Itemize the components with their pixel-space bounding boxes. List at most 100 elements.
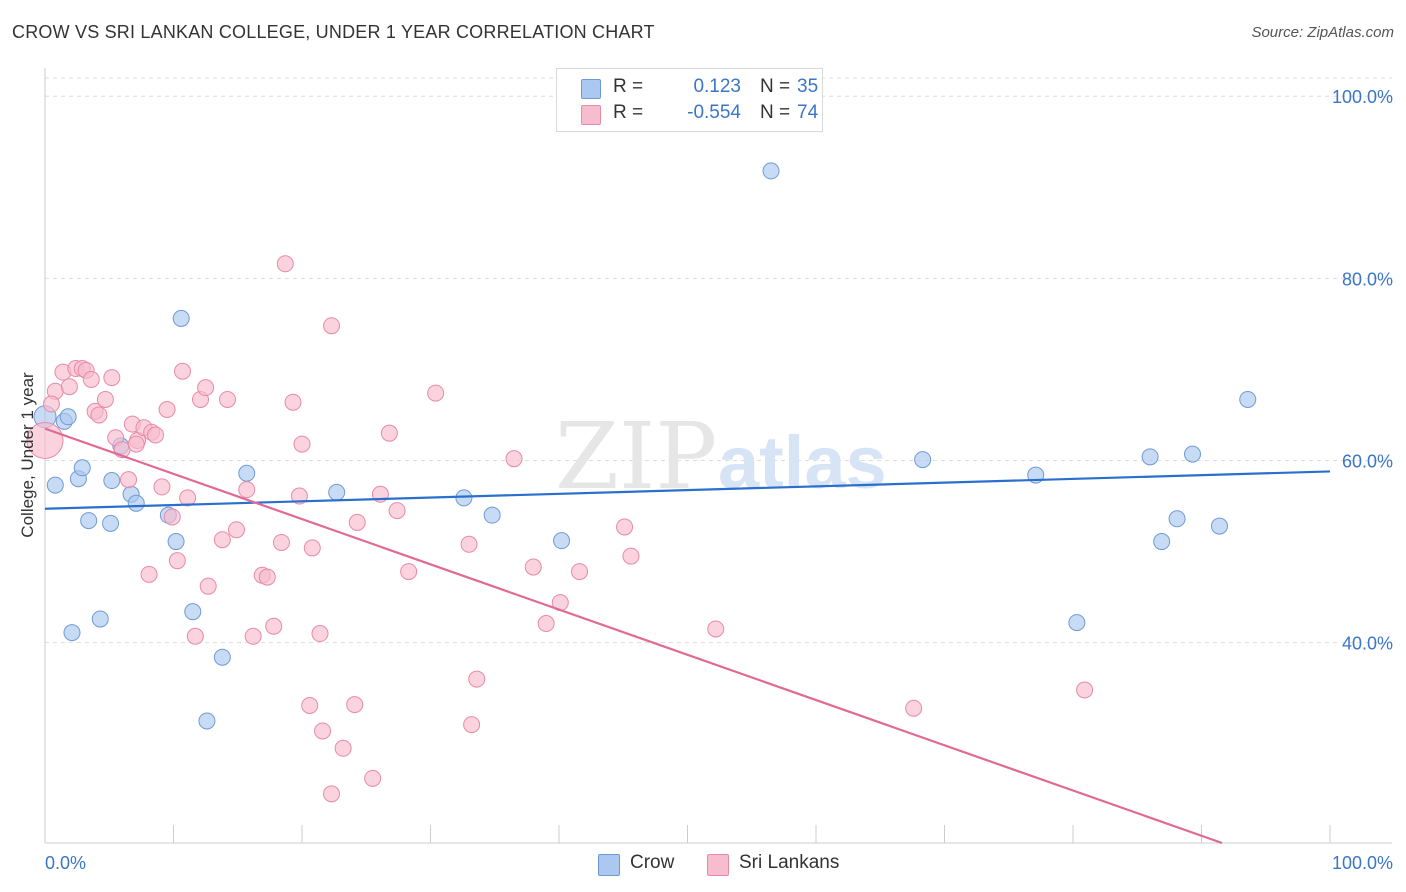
tick-labels: 100.0% 80.0% 60.0% 40.0% 0.0% 100.0%	[45, 87, 1393, 873]
sri-lankans-swatch	[707, 854, 729, 876]
sri-lankans-point[interactable]	[140, 565, 158, 583]
sri-lankans-point[interactable]	[186, 627, 204, 645]
crow-point[interactable]	[914, 451, 932, 469]
sri-lankans-point[interactable]	[301, 696, 319, 714]
sri-lankans-point[interactable]	[90, 406, 108, 424]
sri-lankans-point[interactable]	[258, 568, 276, 586]
n-label: N =	[760, 102, 791, 123]
crow-point[interactable]	[63, 624, 81, 642]
sri-lankans-point[interactable]	[537, 615, 555, 633]
sri-lankans-point[interactable]	[505, 450, 523, 468]
sri-lankans-point[interactable]	[213, 531, 231, 549]
crow-point[interactable]	[127, 494, 145, 512]
sri-lankans-point[interactable]	[197, 379, 215, 397]
crow-point[interactable]	[1210, 517, 1228, 535]
sri-lankans-point[interactable]	[290, 487, 308, 505]
sri-lankans-point[interactable]	[127, 435, 145, 453]
sri-lankans-point[interactable]	[388, 502, 406, 520]
sri-lankans-point[interactable]	[265, 617, 283, 635]
sri-lankans-point[interactable]	[153, 478, 171, 496]
sri-lankans-point[interactable]	[622, 547, 640, 565]
sri-lankans-point[interactable]	[380, 424, 398, 442]
crow-point[interactable]	[167, 533, 185, 551]
sri-lankans-point[interactable]	[346, 696, 364, 714]
sri-lankans-point[interactable]	[427, 384, 445, 402]
sri-lankans-point[interactable]	[163, 508, 181, 526]
crow-point[interactable]	[1239, 390, 1257, 408]
sri-lankans-point[interactable]	[82, 370, 100, 388]
crow-point[interactable]	[553, 532, 571, 550]
sri-lankans-point[interactable]	[364, 769, 382, 787]
crow-point[interactable]	[1068, 614, 1086, 632]
sri-lankans-point[interactable]	[1076, 681, 1094, 699]
sri-lankans-point[interactable]	[96, 390, 114, 408]
sri-lankans-point[interactable]	[179, 489, 197, 507]
crow-point[interactable]	[172, 309, 190, 327]
sri-lankans-point[interactable]	[60, 378, 78, 396]
sri-lankans-point[interactable]	[103, 369, 121, 387]
sri-lankans-trend-line	[44, 427, 1223, 845]
sri-lankans-point[interactable]	[147, 426, 165, 444]
sri-lankans-point[interactable]	[158, 401, 176, 418]
sri-lankans-point[interactable]	[571, 563, 589, 581]
crow-point[interactable]	[59, 408, 77, 426]
crow-point[interactable]	[91, 610, 109, 628]
sri-lankans-point[interactable]	[293, 435, 311, 453]
sri-lankans-point[interactable]	[227, 521, 245, 539]
chart-title: CROW VS SRI LANKAN COLLEGE, UNDER 1 YEAR…	[12, 22, 655, 42]
sri-lankans-point[interactable]	[348, 513, 366, 531]
sri-lankans-point[interactable]	[276, 255, 294, 273]
crow-point[interactable]	[213, 648, 231, 666]
x-tick-label: 0.0%	[45, 853, 86, 873]
sri-lankans-point[interactable]	[905, 699, 923, 717]
sri-lankans-point[interactable]	[272, 533, 290, 551]
crow-point[interactable]	[483, 506, 501, 524]
crow-point[interactable]	[1141, 448, 1159, 466]
sri-lankans-point[interactable]	[463, 716, 481, 734]
sri-lankans-point[interactable]	[334, 739, 352, 757]
sri-lankans-point[interactable]	[323, 785, 341, 803]
legend-label: Sri Lankans	[739, 852, 840, 873]
crow-point[interactable]	[1168, 510, 1186, 528]
sri-lankans-point[interactable]	[199, 577, 217, 595]
correlation-legend: R = 0.123 N = 35 R = -0.554 N = 74	[556, 68, 823, 132]
crow-point[interactable]	[103, 472, 121, 490]
sri-lankans-point[interactable]	[468, 670, 486, 688]
sri-lankans-point[interactable]	[218, 390, 236, 408]
crow-point[interactable]	[762, 162, 780, 180]
sri-lankans-point[interactable]	[238, 481, 256, 499]
crow-point[interactable]	[328, 483, 346, 501]
crow-point[interactable]	[1184, 445, 1202, 463]
sri-lankans-point[interactable]	[524, 558, 542, 576]
crow-point[interactable]	[184, 603, 202, 621]
crow-point[interactable]	[238, 464, 256, 482]
sri-lankans-point[interactable]	[707, 620, 725, 638]
sri-lankans-point[interactable]	[120, 471, 138, 489]
crow-point[interactable]	[1153, 533, 1171, 551]
crow-point[interactable]	[80, 512, 98, 530]
scatter-points	[26, 162, 1257, 803]
crow-swatch	[598, 854, 620, 876]
sri-lankans-point[interactable]	[311, 625, 329, 643]
sri-lankans-point[interactable]	[314, 722, 332, 740]
sri-lankans-swatch	[581, 105, 601, 125]
sri-lankans-point[interactable]	[323, 317, 341, 335]
sri-lankans-point[interactable]	[460, 535, 478, 553]
crow-point[interactable]	[46, 476, 64, 494]
r-label: R =	[613, 76, 644, 97]
sri-lankans-point[interactable]	[168, 552, 186, 570]
sri-lankans-point[interactable]	[284, 393, 302, 411]
sri-lankans-point[interactable]	[616, 518, 634, 536]
grid-lines	[45, 77, 1392, 644]
crow-point[interactable]	[73, 459, 91, 477]
sri-lankans-point[interactable]	[400, 563, 418, 581]
trend-lines	[44, 427, 1331, 845]
crow-point[interactable]	[198, 712, 216, 730]
sri-lankans-point[interactable]	[42, 395, 60, 413]
sri-lankans-point[interactable]	[173, 362, 191, 380]
r-label: R =	[613, 102, 644, 123]
sri-lankans-point[interactable]	[244, 627, 262, 645]
sri-lankans-point[interactable]	[303, 539, 321, 557]
crow-point[interactable]	[102, 514, 120, 532]
